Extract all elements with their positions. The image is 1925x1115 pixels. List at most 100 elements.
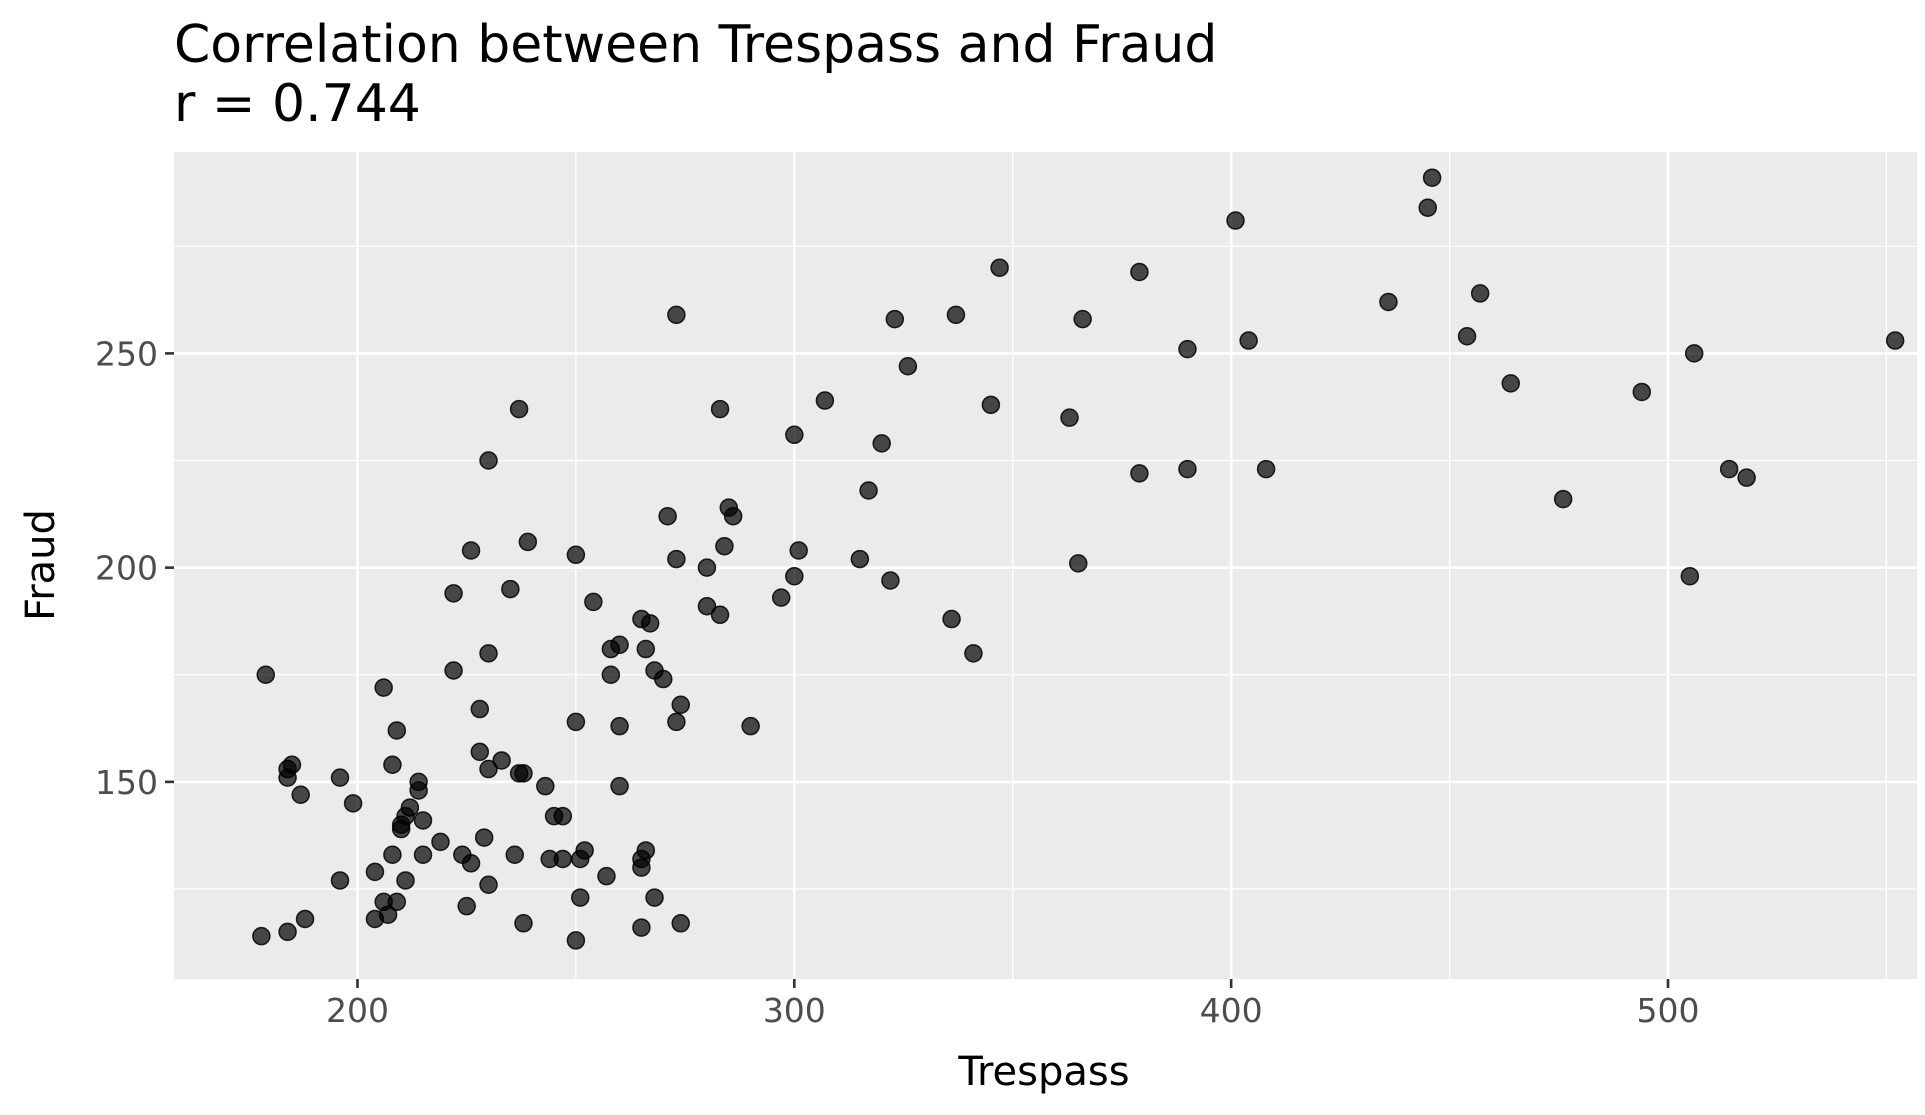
data-point bbox=[470, 699, 490, 719]
data-point bbox=[387, 892, 407, 912]
data-point bbox=[1178, 459, 1197, 479]
data-point bbox=[667, 549, 686, 569]
data-point bbox=[715, 536, 734, 556]
x-axis-tick-labels: 200 300 400 500 bbox=[326, 991, 1700, 1030]
grid-lines bbox=[174, 152, 1917, 979]
data-point bbox=[898, 356, 918, 376]
data-point bbox=[431, 832, 450, 852]
data-point bbox=[859, 481, 878, 500]
data-point bbox=[1226, 211, 1245, 230]
data-point bbox=[378, 905, 398, 924]
plot-panel bbox=[174, 152, 1917, 979]
y-tick-label: 200 bbox=[95, 549, 158, 588]
data-point bbox=[610, 776, 629, 796]
data-point bbox=[566, 712, 586, 732]
data-point bbox=[597, 866, 616, 886]
data-point bbox=[470, 742, 490, 762]
x-tick-label: 300 bbox=[763, 991, 826, 1030]
data-point bbox=[610, 635, 629, 655]
data-point bbox=[505, 845, 524, 864]
data-point bbox=[396, 871, 415, 890]
y-tick-label: 150 bbox=[95, 763, 158, 802]
data-point bbox=[1737, 468, 1756, 487]
data-point bbox=[444, 661, 463, 680]
data-point bbox=[1256, 459, 1276, 479]
x-tick-label: 500 bbox=[1637, 991, 1700, 1030]
data-point bbox=[636, 841, 656, 860]
data-point bbox=[413, 845, 433, 864]
data-point bbox=[514, 914, 533, 933]
data-point bbox=[741, 716, 760, 736]
data-point bbox=[990, 258, 1009, 277]
data-point bbox=[1719, 459, 1739, 479]
data-point bbox=[671, 914, 690, 933]
data-point bbox=[400, 798, 420, 817]
data-point bbox=[640, 614, 660, 633]
chart-subtitle: r = 0.744 bbox=[174, 74, 421, 134]
data-point bbox=[295, 909, 315, 929]
data-point bbox=[461, 541, 481, 560]
data-point bbox=[1885, 331, 1905, 350]
data-point bbox=[723, 506, 743, 526]
data-point bbox=[553, 806, 573, 826]
data-point bbox=[409, 781, 428, 800]
data-point bbox=[566, 931, 586, 950]
data-point bbox=[252, 926, 271, 946]
data-point bbox=[365, 862, 385, 882]
data-point bbox=[479, 451, 498, 470]
data-point bbox=[658, 506, 677, 526]
x-tick-label: 400 bbox=[1200, 991, 1263, 1030]
data-point bbox=[645, 888, 664, 907]
data-point bbox=[1470, 284, 1490, 303]
data-point bbox=[1073, 309, 1092, 329]
data-point bbox=[850, 549, 870, 569]
y-axis-title: Fraud bbox=[18, 509, 64, 621]
data-point bbox=[330, 871, 350, 890]
data-point bbox=[785, 425, 804, 445]
data-point bbox=[885, 309, 905, 329]
data-point bbox=[964, 644, 983, 663]
data-point bbox=[553, 849, 573, 869]
data-point bbox=[457, 896, 476, 916]
data-point bbox=[946, 305, 966, 325]
data-point bbox=[610, 716, 629, 736]
data-point bbox=[387, 721, 407, 740]
data-point bbox=[1632, 382, 1652, 402]
data-point bbox=[1680, 566, 1700, 586]
data-point bbox=[601, 665, 621, 685]
data-point bbox=[256, 665, 275, 685]
data-point bbox=[872, 434, 891, 453]
data-point bbox=[1684, 344, 1704, 363]
data-point bbox=[413, 811, 433, 830]
data-point bbox=[667, 305, 686, 325]
data-point bbox=[632, 918, 651, 937]
chart-title: Correlation between Trespass and Fraud bbox=[174, 15, 1217, 75]
data-point bbox=[479, 644, 498, 663]
data-point bbox=[479, 759, 498, 779]
data-point bbox=[492, 751, 511, 770]
data-point bbox=[1178, 339, 1197, 359]
data-point bbox=[278, 922, 297, 942]
data-point bbox=[474, 828, 494, 847]
axis-ticks bbox=[165, 352, 1670, 988]
data-point bbox=[571, 888, 590, 907]
data-point bbox=[518, 532, 538, 552]
data-point bbox=[343, 794, 363, 813]
data-point bbox=[566, 545, 586, 565]
data-point bbox=[1060, 408, 1079, 427]
data-point bbox=[710, 605, 730, 625]
data-point bbox=[815, 391, 835, 410]
data-point bbox=[697, 596, 717, 616]
data-point bbox=[444, 584, 463, 603]
data-point bbox=[771, 588, 791, 607]
data-point bbox=[1457, 327, 1477, 346]
data-point bbox=[509, 399, 529, 419]
data-point bbox=[383, 845, 402, 864]
data-point bbox=[1069, 554, 1088, 573]
data-point bbox=[1501, 374, 1520, 393]
x-axis-title: Trespass bbox=[957, 1049, 1129, 1095]
data-point bbox=[514, 764, 533, 783]
data-point bbox=[654, 669, 673, 689]
data-point bbox=[1418, 198, 1437, 217]
